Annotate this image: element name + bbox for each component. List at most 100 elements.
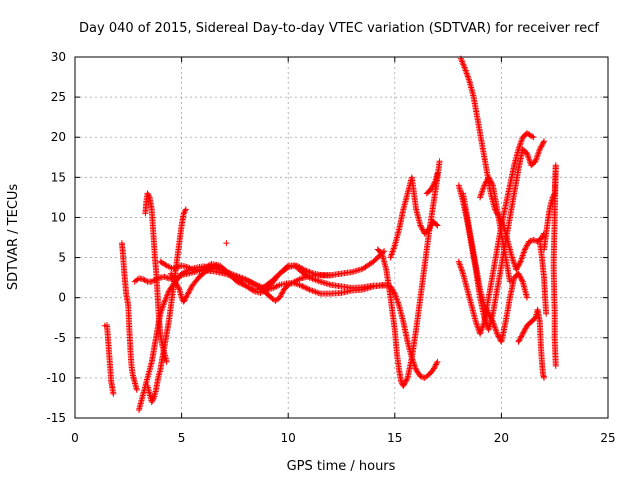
data-point [309,270,316,277]
data-point [460,61,467,68]
data-point [523,243,530,250]
data-point [428,222,435,229]
data-point [537,144,544,151]
data-point [307,269,314,276]
data-point [430,366,437,373]
y-tick-label: -15 [46,411,66,425]
data-point [303,285,310,292]
data-point [541,138,548,145]
data-point [390,247,397,254]
data-point [431,364,438,371]
data-point [239,281,246,288]
data-point [521,246,528,253]
data-point [433,361,440,368]
data-point [305,268,312,275]
data-point [300,266,307,273]
data-point [487,314,494,321]
data-point [482,181,489,188]
data-point [279,289,286,296]
y-tick-label: 5 [58,251,66,265]
data-point [464,73,471,80]
data-point [529,133,536,140]
data-point [149,397,156,404]
data-point [552,362,559,369]
data-point [172,264,179,271]
data-point [431,179,438,186]
data-point [433,221,440,228]
data-point [181,297,188,304]
data-point [243,283,250,290]
x-tick-label: 0 [71,431,79,445]
data-point [459,58,466,65]
data-point [477,330,484,337]
data-point [403,377,410,384]
data-point [174,264,181,271]
data-point [478,191,485,198]
data-point [481,182,488,189]
data-point [245,277,252,284]
data-point [530,134,537,141]
data-point [250,280,257,287]
data-point [134,276,141,283]
data-point [518,275,525,282]
data-point [516,259,523,266]
data-point [426,225,433,232]
data-point [182,296,189,303]
data-point [150,396,157,403]
data-point [145,193,152,200]
data-point [465,76,472,83]
data-point [187,286,194,293]
data-point [540,139,547,146]
data-point [180,298,187,305]
data-point [302,267,309,274]
data-point [278,290,285,297]
data-point [300,283,307,290]
data-point [477,194,484,201]
data-point [539,140,546,147]
data-point [509,256,516,263]
data-point [173,281,180,288]
data-point [183,293,190,300]
axis-ticks: 0 5 10 15 20 25 -15 -10 -5 0 5 10 15 20 25 30 [46,50,615,445]
data-point [487,313,494,320]
data-point [538,143,545,150]
data-point [436,158,443,165]
x-tick-label: 25 [600,431,615,445]
data-point [429,183,436,190]
data-point [245,283,252,290]
data-point [425,226,432,233]
data-point [110,390,117,397]
data-point [515,262,522,269]
data-point [457,263,464,270]
data-point [236,279,243,286]
data-point [223,240,230,247]
data-point [487,178,494,185]
data-point [516,143,523,150]
y-tick-label: 30 [51,50,66,64]
data-point [492,324,499,331]
data-point [133,386,140,393]
data-point [297,282,304,289]
data-point [517,141,524,148]
data-point [526,238,533,245]
data-point [306,268,313,275]
data-point [181,209,188,216]
data-point [477,192,484,199]
data-point [242,282,249,289]
data-point [182,207,189,214]
data-point [515,270,522,277]
data-point [484,309,491,316]
data-point [465,75,472,82]
data-point [402,378,409,385]
data-point [428,185,435,192]
y-tick-label: 25 [51,90,66,104]
y-tick-label: 20 [51,130,66,144]
data-point [184,291,191,298]
data-point [388,253,395,260]
data-point [513,266,520,273]
data-point [171,265,178,272]
data-point [174,282,181,289]
data-point [494,332,501,339]
data-point [458,266,465,273]
